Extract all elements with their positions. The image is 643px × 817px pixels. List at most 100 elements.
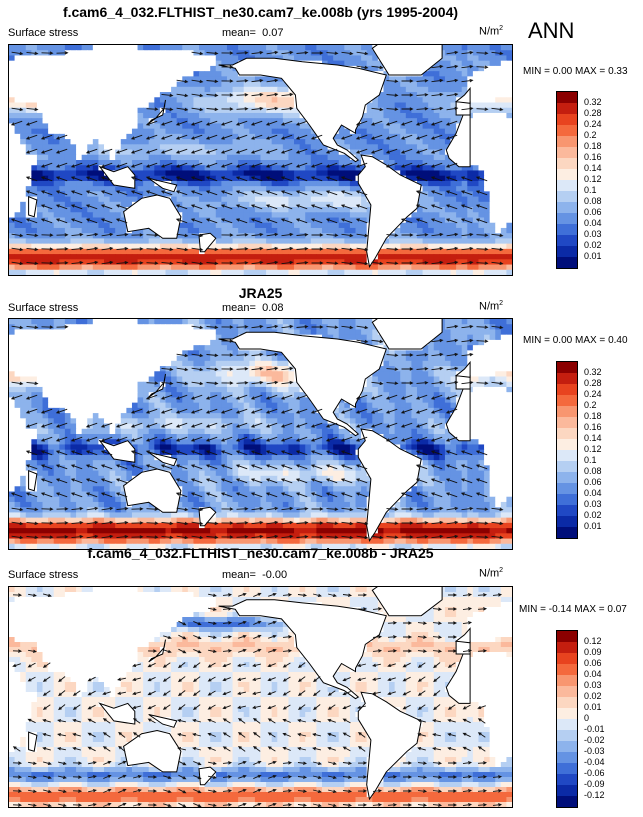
field-cell [405,222,412,229]
field-cell [159,86,166,93]
stress-arrow [445,204,458,210]
field-cell [204,81,211,88]
stress-arrow [265,218,278,224]
field-cell [243,196,250,203]
field-cell [9,350,16,357]
colorbar-tick-label: 0.24 [584,119,602,129]
field-cell [92,107,99,114]
field-cell [25,227,32,234]
field-cell [394,76,401,83]
field-cell [87,319,94,325]
field-cell [64,86,71,93]
field-cell [221,112,228,119]
field-cell [478,233,485,239]
field-cell [31,60,38,67]
field-cell [366,128,373,135]
field-cell [14,207,21,213]
field-cell [31,175,38,182]
field-cell [199,107,206,114]
field-cell [249,102,256,109]
field-cell [271,196,278,203]
stress-arrow [191,93,204,98]
stress-arrow [130,148,143,154]
field-cell [115,118,122,124]
field-cell [143,76,150,83]
field-cell [299,123,306,130]
field-cell [131,345,139,351]
field-cell [422,165,429,171]
field-cell [439,227,446,234]
field-cell [500,207,507,213]
field-cell [9,118,16,124]
field-cell [238,154,245,161]
stress-arrow [401,79,414,83]
field-cell [53,118,60,124]
stress-arrow [190,148,203,154]
field-cell [70,324,77,330]
field-cell [215,233,222,239]
field-cell [489,243,496,250]
field-cell [495,196,502,203]
field-cell [98,50,105,56]
field-cell [59,86,66,93]
field-cell [87,86,94,93]
field-cell [389,154,396,161]
field-cell [159,345,166,351]
field-cell [299,170,306,177]
field-cell [87,97,94,103]
stress-arrow [220,148,233,154]
field-cell [489,92,496,98]
field-cell [467,180,474,187]
field-cell [9,154,16,161]
field-cell [444,107,452,114]
field-cell [321,180,329,187]
field-cell [187,227,194,234]
field-cell [232,329,239,336]
field-cell [176,144,183,151]
field-cell [232,144,239,151]
field-cell [428,243,435,250]
field-cell [299,139,306,145]
field-cell [53,243,60,250]
field-cell [383,149,390,156]
field-cell [478,207,485,213]
field-cell [238,170,245,177]
field-cell [199,144,206,151]
field-cell [148,65,155,72]
stress-arrow [445,120,458,126]
field-cell [495,133,502,140]
field-cell [484,212,491,218]
field-cell [361,65,368,72]
stress-arrow [55,148,68,154]
stress-arrow [221,79,234,83]
field-cell [338,186,345,192]
field-cell [428,133,435,140]
field-cell [506,180,512,187]
field-cell [238,222,245,229]
field-cell [355,233,362,239]
field-cell [148,186,155,192]
field-cell [199,154,206,161]
field-cell [221,65,228,72]
field-cell [187,350,194,357]
field-cell [472,345,479,351]
field-cell [48,212,55,218]
field-cell [422,222,429,229]
colorbar-model: 0.32 0.28 0.24 0.2 0.18 0.16 0.14 0.12 0.1 0.08 0.… [556,91,602,269]
field-cell [249,144,256,151]
field-cell [428,227,435,234]
stress-arrow [206,93,219,98]
field-cell [338,212,345,218]
field-cell [232,102,239,109]
field-cell [193,144,200,151]
field-cell [366,123,373,130]
field-cell [456,55,463,62]
field-cell [199,334,206,341]
field-cell [109,334,116,341]
field-cell [333,45,340,51]
panel-title: f.cam6_4_032.FLTHIST_ne30.cam7_ke.008b (… [62,4,459,20]
field-cell [461,264,468,271]
field-cell [193,254,200,260]
field-cell [25,248,32,255]
field-cell [171,154,178,161]
